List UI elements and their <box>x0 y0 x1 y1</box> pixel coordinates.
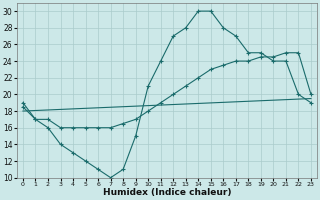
X-axis label: Humidex (Indice chaleur): Humidex (Indice chaleur) <box>103 188 231 197</box>
